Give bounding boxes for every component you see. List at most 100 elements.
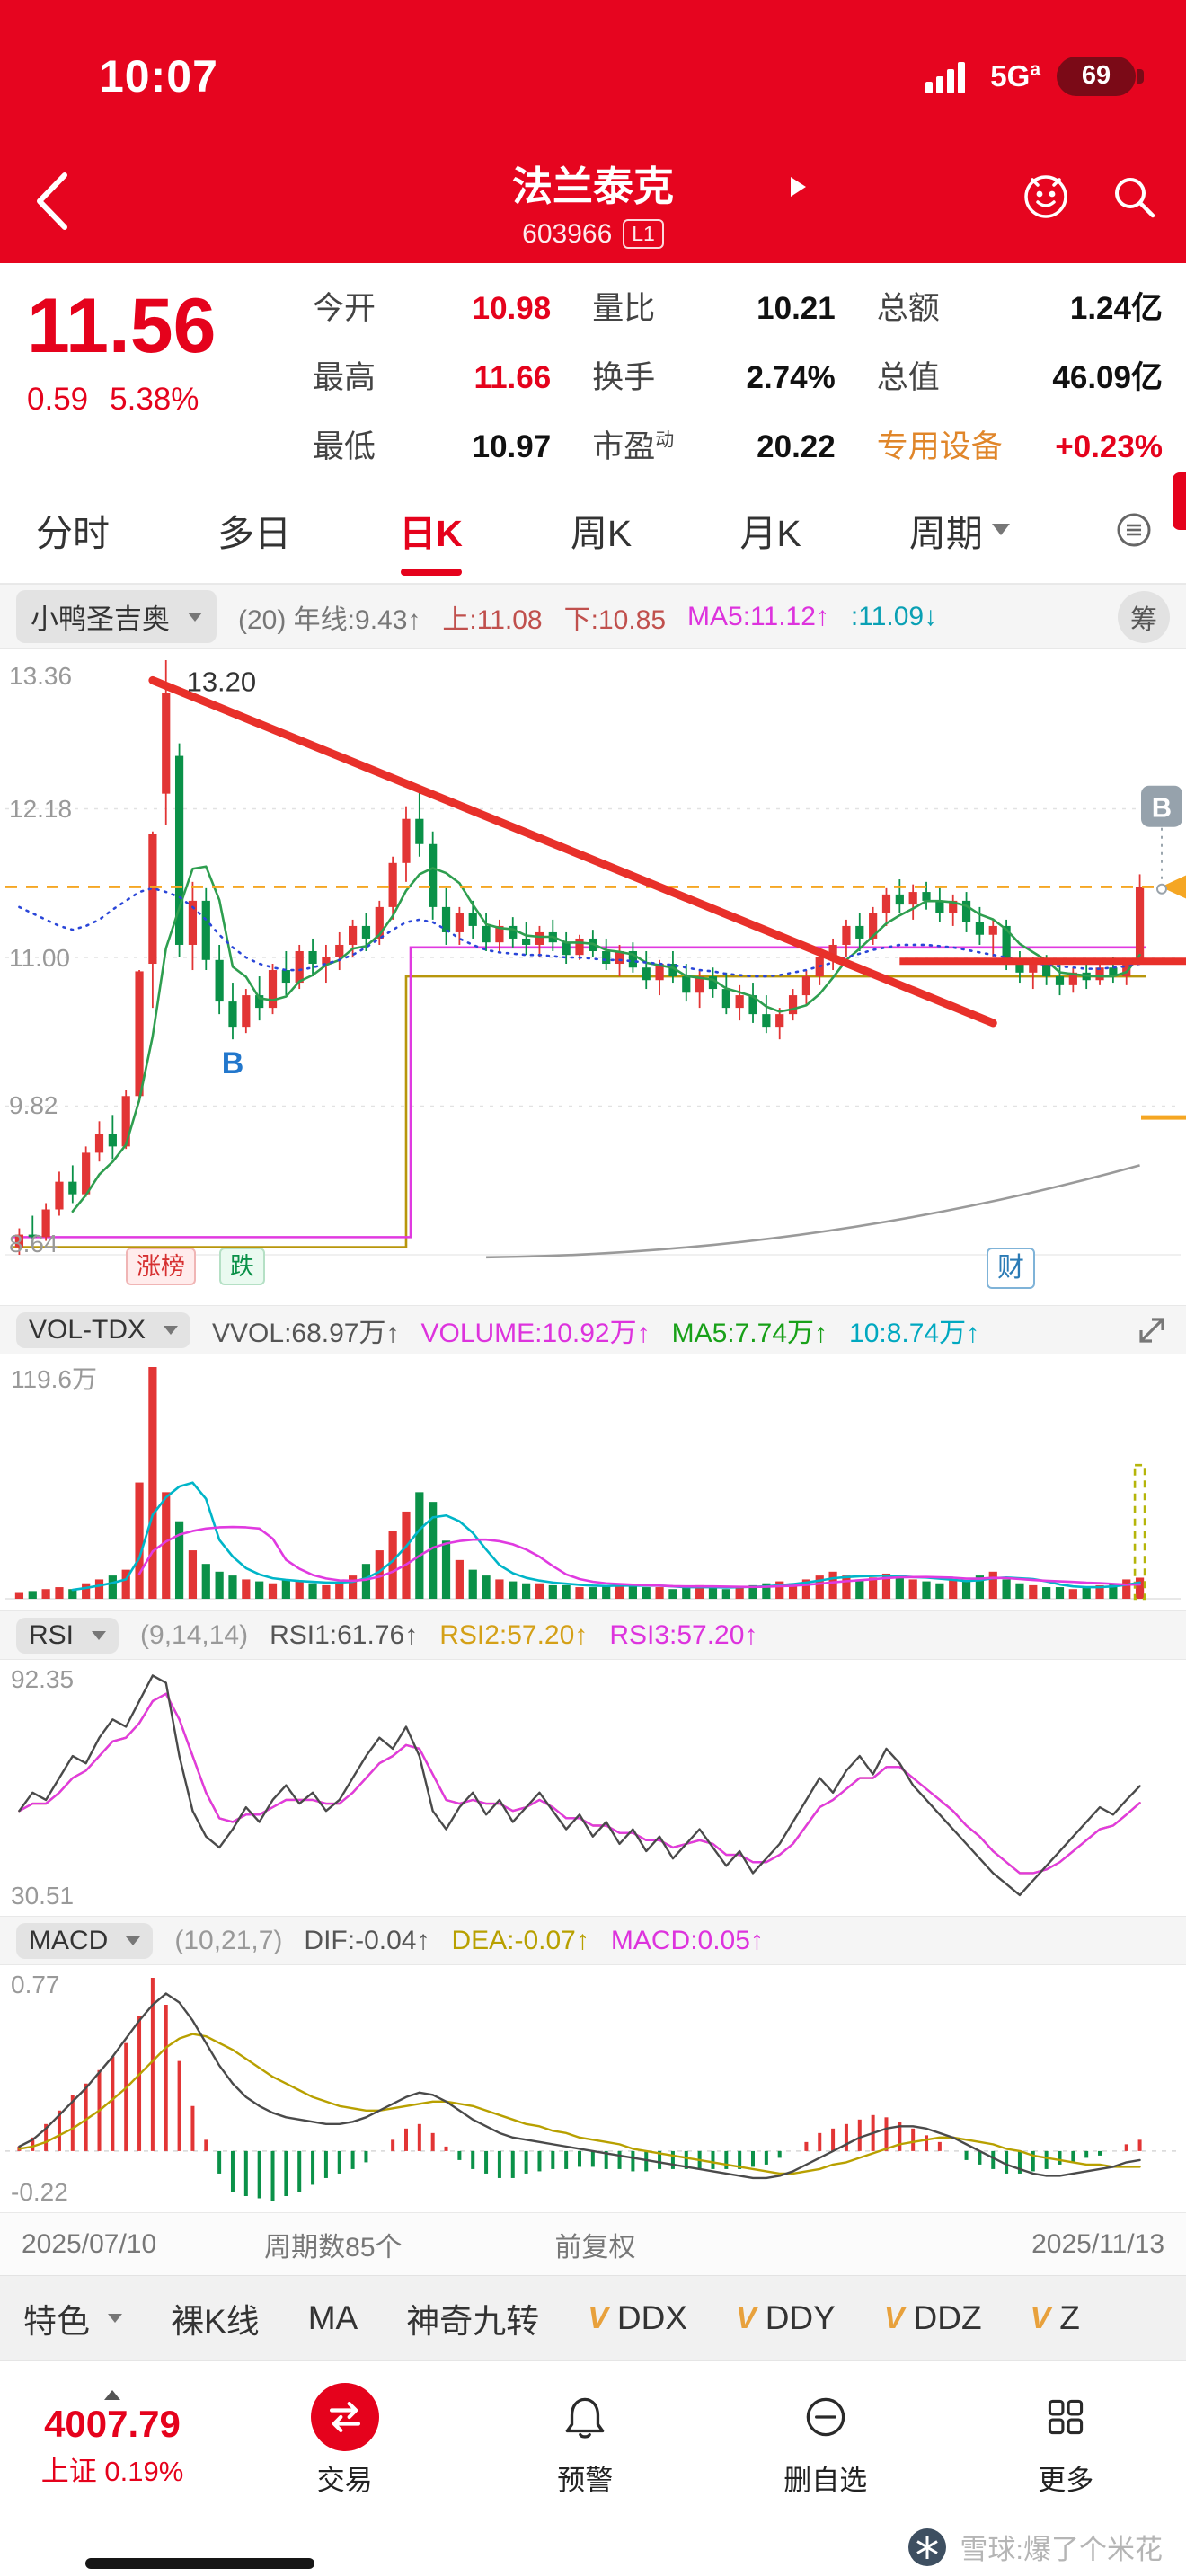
feature-menu[interactable]: 特色: [23, 2294, 122, 2342]
next-stock-icon[interactable]: [791, 177, 806, 197]
grid-icon: [1049, 2399, 1084, 2434]
tab-daily-k[interactable]: 日K: [394, 476, 468, 583]
stat-market-cap: 总值 46.09亿: [876, 360, 1163, 395]
kline-indicator-selector[interactable]: 小鸭圣吉奥: [16, 590, 217, 643]
network-type: 5Ga: [990, 58, 1040, 93]
feature-bare-kline[interactable]: 裸K线: [171, 2303, 260, 2340]
indicator-value: RSI3:57.20↑: [609, 1619, 758, 1650]
indicator-value: VOLUME:10.92万↑: [420, 1318, 651, 1348]
nav-more[interactable]: 更多: [946, 2382, 1186, 2498]
stat-turnover-amount: 总额 1.24亿: [876, 291, 1163, 326]
indicator-value: (10,21,7): [174, 1925, 283, 1955]
vip-badge: V: [588, 2300, 608, 2335]
feature-ma[interactable]: MA: [307, 2299, 358, 2336]
rsi-indicator-selector[interactable]: RSI: [16, 1617, 119, 1654]
adjust-mode[interactable]: 前复权: [554, 2232, 636, 2263]
macd-max-label: 0.77: [11, 1971, 60, 1998]
indicator-value: MA5:7.74万↑: [671, 1318, 828, 1348]
chart-settings-button[interactable]: [1112, 476, 1155, 583]
market-index[interactable]: 4007.79 上证 0.19%: [0, 2390, 225, 2489]
clock: 10:07: [99, 50, 218, 101]
volume-indicator-bar: VOL-TDX VVOL:68.97万↑ VOLUME:10.92万↑ MA5:…: [0, 1305, 1186, 1354]
chevron-down-icon: [126, 1936, 141, 1945]
volume-indicator-selector[interactable]: VOL-TDX: [16, 1311, 191, 1348]
search-icon[interactable]: [1109, 172, 1159, 222]
indicator-value: RSI1:61.76↑: [270, 1619, 419, 1650]
rsi-chart[interactable]: 92.35 30.51: [0, 1660, 1186, 1916]
signal-badge: [1141, 785, 1182, 827]
stock-title-block: 法兰泰克 603966 L1: [512, 154, 674, 250]
stat-pe-ratio: 市盈动 20.22: [592, 429, 836, 464]
y-axis-label: 8.64: [9, 1230, 58, 1257]
indicator-value: MACD:0.05↑: [610, 1925, 764, 1955]
stat-turnover-rate: 换手 2.74%: [592, 360, 836, 395]
quote-level-badge: L1: [623, 219, 664, 249]
price-change: 0.59: [27, 381, 89, 417]
gainers-tag[interactable]: 涨榜: [126, 1247, 196, 1285]
last-price-block: 11.56 0.59 5.38%: [27, 287, 289, 460]
kline-chart[interactable]: B 13.20 B 13.36 12.18 11.00 9.82 8.64 涨榜 跌…: [0, 649, 1186, 1305]
period-tabs: 分时 多日 日K 周K 月K 周期: [0, 476, 1186, 584]
chevron-down-icon: [164, 1325, 179, 1335]
chevron-down-icon: [92, 1630, 107, 1640]
status-bar: 10:07 5Ga 69: [0, 0, 1186, 139]
volume-chart[interactable]: 119.6万: [0, 1354, 1186, 1610]
nav-remove-watchlist[interactable]: 删自选: [705, 2382, 946, 2498]
index-name: 上证: [40, 2456, 97, 2487]
y-axis-label: 9.82: [9, 1091, 58, 1119]
feature-ddy[interactable]: V DDY: [736, 2299, 836, 2336]
losers-tag[interactable]: 跌: [219, 1247, 265, 1285]
y-axis-label: 13.36: [9, 662, 73, 690]
selector-label: RSI: [29, 1619, 75, 1650]
home-indicator: [85, 2558, 314, 2569]
feature-magic-nine[interactable]: 神奇九转: [406, 2303, 540, 2340]
macd-chart[interactable]: 0.77 -0.22: [0, 1965, 1186, 2212]
feature-ddz[interactable]: V DDZ: [883, 2299, 982, 2336]
xueqiu-logo: [908, 2527, 947, 2566]
indicator-value: MA5:11.12↑: [687, 601, 829, 631]
stat-high: 最高 11.66: [313, 360, 552, 395]
stock-code: 603966: [522, 218, 613, 249]
bell-icon: [565, 2397, 605, 2439]
nav-alert[interactable]: 预警: [465, 2382, 706, 2498]
macd-indicator-selector[interactable]: MACD: [16, 1922, 154, 1959]
date-start: 2025/07/10: [22, 2228, 157, 2259]
collapse-caret-icon: [104, 2390, 120, 2400]
macd-indicator-bar: MACD (10,21,7) DIF:-0.04↑ DEA:-0.07↑ MAC…: [0, 1916, 1186, 1965]
svg-text:B: B: [1152, 792, 1172, 824]
selector-label: VOL-TDX: [29, 1314, 146, 1345]
rsi-indicator-bar: RSI (9,14,14) RSI1:61.76↑ RSI2:57.20↑ RS…: [0, 1610, 1186, 1660]
tab-weekly-k[interactable]: 周K: [570, 512, 633, 554]
chevron-down-icon: [108, 2314, 122, 2323]
rsi-max-label: 92.35: [11, 1665, 75, 1693]
selector-label: MACD: [29, 1925, 109, 1955]
macd-min-label: -0.22: [11, 2178, 68, 2206]
chevron-down-icon: [991, 524, 1010, 535]
indicator-value: (20) 年线:9.43↑: [238, 604, 421, 635]
feature-ddx[interactable]: V DDX: [588, 2299, 687, 2336]
tab-period-menu[interactable]: 周期: [904, 476, 1015, 583]
finance-tag[interactable]: 财: [987, 1248, 1035, 1289]
stat-sector[interactable]: 专用设备 +0.23%: [876, 429, 1163, 464]
indicator-value: 下:10.85: [563, 604, 667, 635]
selector-label: 小鸭圣吉奥: [31, 604, 170, 635]
back-button[interactable]: [23, 163, 88, 240]
expand-icon[interactable]: [1134, 1312, 1170, 1348]
indicator-value: (9,14,14): [140, 1619, 249, 1650]
tab-minute[interactable]: 分时: [36, 512, 110, 554]
vip-badge: V: [1030, 2300, 1051, 2335]
indicator-value: DIF:-0.04↑: [304, 1925, 430, 1955]
promo-icon[interactable]: [1021, 172, 1071, 222]
nav-bar: 法兰泰克 603966 L1: [0, 139, 1186, 263]
price-change-pct: 5.38%: [110, 381, 199, 417]
tab-multi-day[interactable]: 多日: [217, 512, 292, 554]
floating-edge-tab[interactable]: [1173, 472, 1186, 530]
period-count: 周期数85个: [264, 2232, 403, 2263]
vip-badge: V: [883, 2300, 905, 2335]
tab-monthly-k[interactable]: 月K: [739, 512, 801, 554]
chips-distribution-button[interactable]: 筹: [1118, 590, 1170, 643]
nav-trade[interactable]: 交易: [225, 2382, 465, 2498]
y-axis-label: 11.00: [9, 944, 70, 972]
